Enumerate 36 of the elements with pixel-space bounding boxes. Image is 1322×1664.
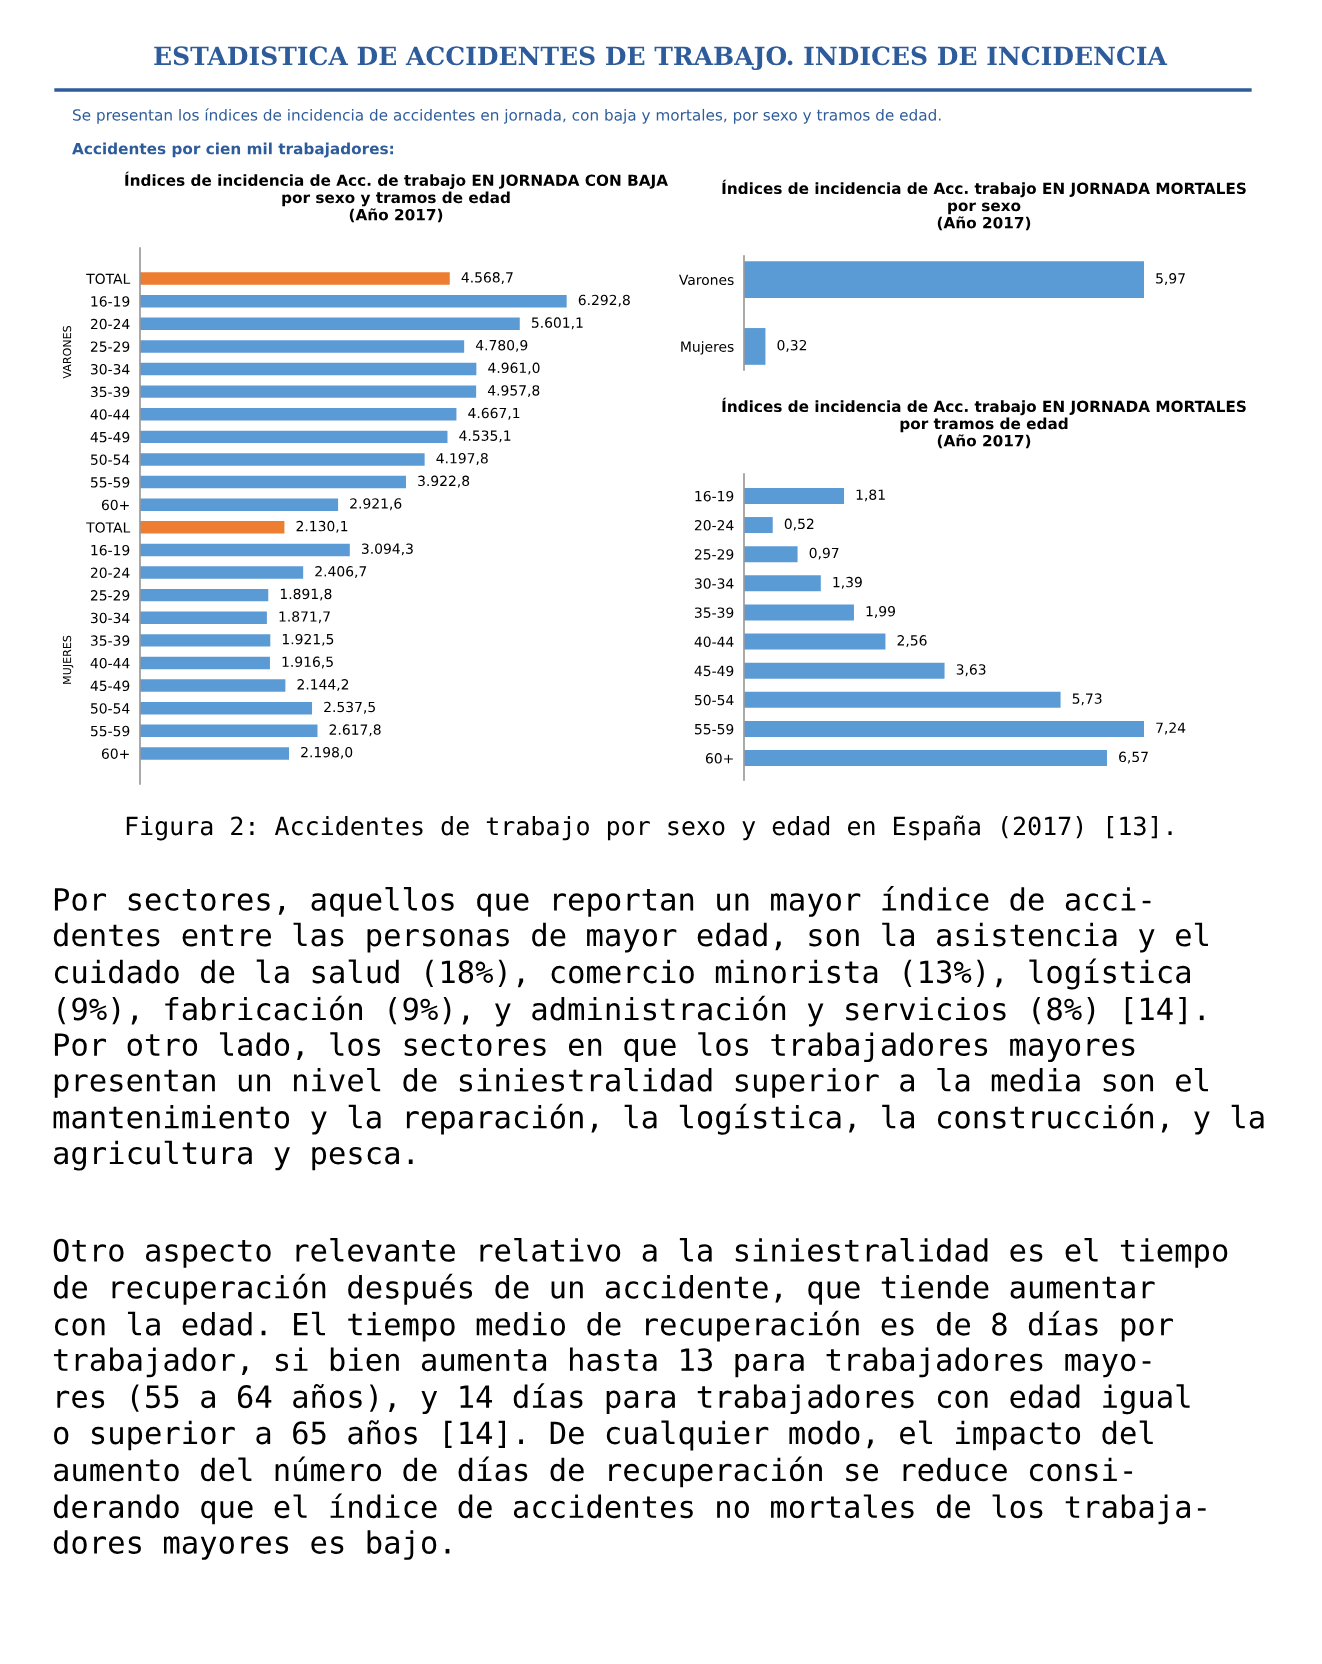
bar — [744, 691, 1061, 708]
bar — [140, 634, 271, 647]
bar — [140, 724, 318, 738]
bar — [140, 272, 450, 285]
bar — [140, 453, 425, 466]
bar — [744, 720, 1144, 737]
bar — [744, 517, 773, 534]
bar — [744, 662, 945, 679]
bar — [744, 487, 844, 504]
bar — [140, 611, 267, 624]
bar — [744, 633, 886, 650]
text: ESTADISTICA DE ACCIDENTES DE TRABAJO. INDICES DE INCIDENCIA — [154, 46, 1168, 71]
bar — [140, 430, 448, 444]
bar — [140, 747, 290, 760]
bar — [140, 566, 304, 579]
bar — [140, 385, 477, 398]
bar — [140, 294, 567, 308]
text: Por sectores, aquellos que reportan un mayor índice de acci- dentes entre las personas de mayor edad, son la asistencia y el cuidado de la salud (18%), comercio minorista (13%), logística (9%), fabricación (9%), y administración y servicios (8%) [14]. Por otro lado, los sectores en que los trabajadores mayores presentan un nivel de siniestralidad superior a la media son el mantenimiento y la reparación, la logística, la construcción, y la agricultura y pesca. — [53, 886, 1264, 1171]
bar — [140, 656, 270, 670]
bar — [140, 521, 285, 534]
bar — [140, 340, 465, 353]
bar — [744, 546, 798, 563]
bar — [140, 701, 313, 715]
bar — [744, 750, 1107, 767]
bar — [744, 604, 854, 621]
bar — [140, 498, 339, 511]
bar — [140, 588, 269, 602]
bar — [140, 408, 457, 421]
bar — [140, 679, 286, 692]
bar — [140, 475, 406, 489]
text: Otro aspecto relevante relativo a la siniestralidad es el tiempo de recuperación después de un accidente, que tiende aumentar con la edad. El tiempo medio de recuperación es de 8 días por trabajador, si bien aumenta hasta 13 para trabajadores mayo- res (55 a 64 años), y 14 días para trabajadores con edad igual o superior a 65 años [14]. De cualquier modo, el impacto del aumento del número de días de recuperación se reduce consi- derando que el índice de accidentes no mortales de los trabaja- dores mayores es bajo. — [53, 1238, 1228, 1560]
bar — [140, 362, 477, 376]
text: Figura 2: Accidentes de trabajo por sexo y edad en España (2017) [13]. — [126, 815, 1172, 841]
bar — [140, 317, 520, 331]
bar — [140, 543, 350, 557]
bar — [744, 575, 821, 592]
